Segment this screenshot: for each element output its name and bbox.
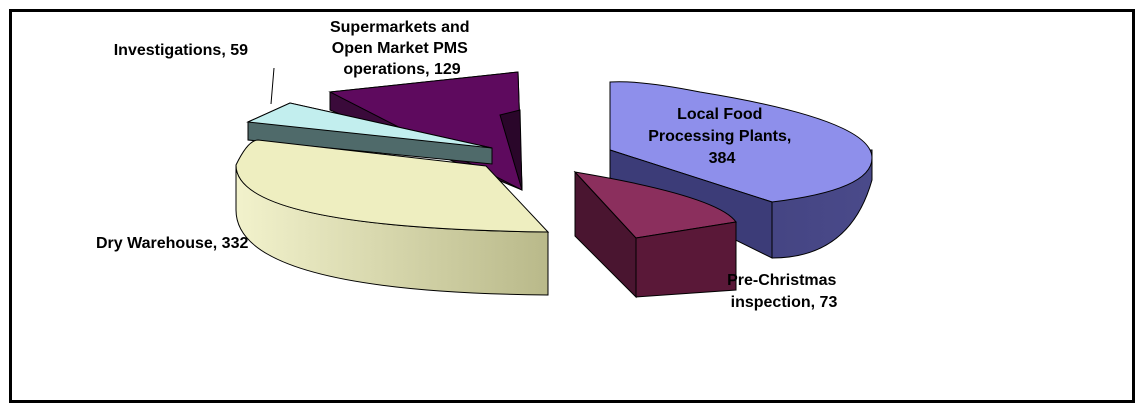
label-supermarkets: Supermarkets and Open Market PMS operati… (330, 19, 474, 78)
slice-dry-warehouse (235, 139, 550, 296)
label-pre-christmas: Pre-Christmas inspection, 73 (727, 272, 841, 311)
slice-pre-christmas (573, 170, 737, 299)
investigations-leader-line (270, 67, 275, 105)
label-investigations: Investigations, 59 (114, 42, 248, 59)
slice-investigations (246, 102, 493, 165)
label-local-food: Local Food Processing Plants, 384 (648, 106, 796, 167)
chart-frame (9, 9, 1135, 403)
label-dry-warehouse: Dry Warehouse, 332 (96, 235, 248, 252)
